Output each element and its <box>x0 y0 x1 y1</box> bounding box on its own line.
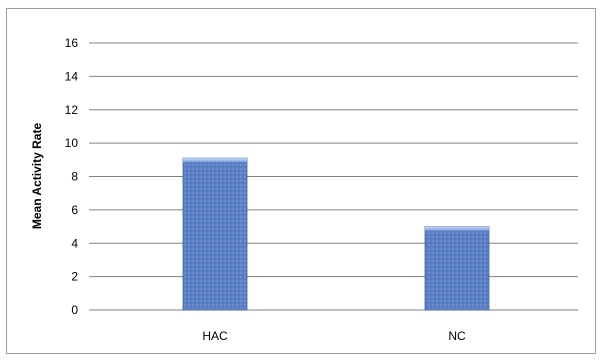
y-tick-label: 12 <box>65 103 79 117</box>
bar-top-highlight <box>425 226 489 231</box>
bar-nc <box>424 226 490 311</box>
x-category-label: NC <box>448 329 466 343</box>
y-tick-label: 16 <box>65 36 79 50</box>
y-tick-label: 2 <box>71 270 78 284</box>
bar-top-highlight <box>183 158 247 163</box>
x-category-label: HAC <box>202 329 228 343</box>
y-tick-label: 6 <box>71 203 78 217</box>
y-axis-title: Mean Activity Rate <box>30 123 44 230</box>
bar-hac <box>182 157 248 311</box>
y-tick-labels: 0 2 4 6 8 10 12 14 16 <box>65 36 79 317</box>
gridlines <box>89 42 578 311</box>
bars <box>182 157 490 311</box>
y-tick-label: 8 <box>71 170 78 184</box>
chart-frame <box>6 8 596 354</box>
y-tick-label: 4 <box>71 236 78 250</box>
y-tick-label: 14 <box>65 69 79 83</box>
y-tick-label: 10 <box>65 136 79 150</box>
x-category-labels: HAC NC <box>202 329 466 343</box>
y-tick-label: 0 <box>71 303 78 317</box>
